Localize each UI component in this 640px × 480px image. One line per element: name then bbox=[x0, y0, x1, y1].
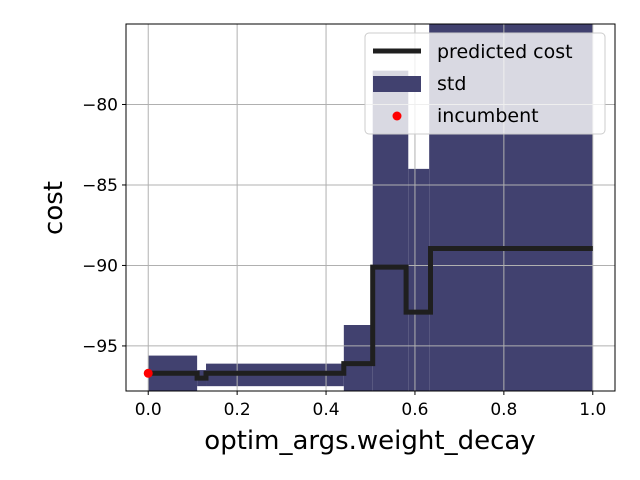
legend-incumbent-label: incumbent bbox=[437, 105, 539, 127]
legend: predicted cost std incumbent bbox=[364, 32, 606, 135]
std-band-segment bbox=[408, 168, 430, 391]
incumbent-series bbox=[143, 368, 153, 378]
x-axis-label: optim_args.weight_decay bbox=[204, 426, 535, 456]
y-tick-label: −80 bbox=[82, 95, 118, 115]
x-tick-label: 0.6 bbox=[401, 400, 428, 420]
y-tick-label: −85 bbox=[82, 176, 118, 196]
legend-std-swatch bbox=[373, 76, 421, 92]
legend-predicted-label: predicted cost bbox=[437, 41, 573, 63]
incumbent-point bbox=[143, 368, 153, 378]
y-tick-label: −95 bbox=[82, 337, 118, 357]
x-tick-label: 0.0 bbox=[135, 400, 162, 420]
legend-std-label: std bbox=[437, 73, 466, 95]
predicted-cost-line bbox=[148, 246, 593, 381]
y-axis-label: cost bbox=[39, 181, 69, 235]
plot-frame bbox=[125, 23, 616, 392]
std-band-segment bbox=[343, 325, 373, 391]
x-axis-ticks: 0.0 0.2 0.4 0.6 0.8 1.0 bbox=[135, 391, 606, 420]
y-axis-ticks: −95 −90 −85 −80 bbox=[82, 95, 126, 357]
x-tick-label: 0.8 bbox=[490, 400, 517, 420]
y-tick-label: −90 bbox=[82, 256, 118, 276]
x-tick-label: 1.0 bbox=[579, 400, 606, 420]
predicted-cost-series bbox=[148, 246, 593, 381]
x-tick-label: 0.4 bbox=[313, 400, 340, 420]
legend-box bbox=[364, 32, 606, 135]
legend-incumbent-swatch bbox=[392, 111, 402, 121]
x-tick-label: 0.2 bbox=[224, 400, 251, 420]
